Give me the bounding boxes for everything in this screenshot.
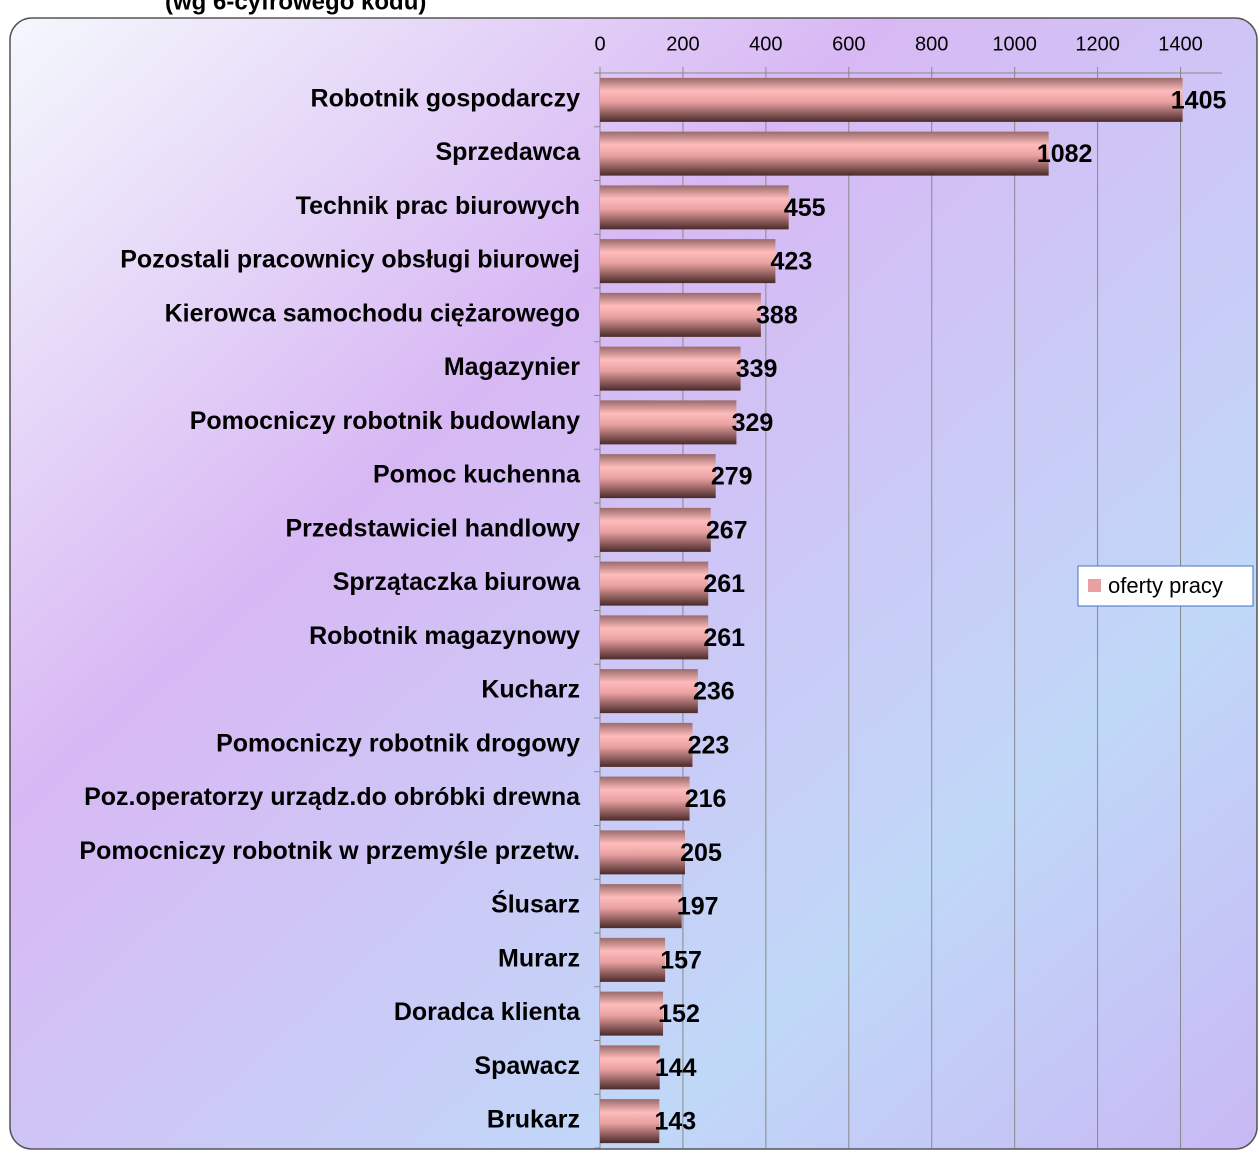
x-tick-label: 1400 (1158, 33, 1203, 55)
bar (600, 884, 682, 929)
bar (600, 346, 741, 391)
bar (600, 937, 666, 982)
chart-title: (wg 6-cyfrowego kodu) (165, 0, 426, 15)
x-tick-label: 200 (666, 33, 699, 55)
bar (600, 991, 664, 1036)
bar (600, 1099, 660, 1144)
legend-label: oferty pracy (1108, 573, 1223, 598)
bar (600, 615, 709, 660)
legend: oferty pracy (1077, 565, 1254, 607)
x-tick-label: 1000 (992, 33, 1037, 55)
x-tick-label: 1200 (1075, 33, 1120, 55)
plot-area: 0 200 400 600 800 1000 1200 1400 Robotnik gospod… (79, 33, 1227, 1149)
category-label: Sprzedawca (435, 138, 581, 166)
category-label: Pomocniczy robotnik drogowy (216, 729, 580, 757)
data-label: 197 (677, 893, 719, 921)
data-label: 1082 (1037, 140, 1093, 168)
data-label: 455 (784, 194, 826, 222)
bar (600, 722, 693, 767)
data-label: 261 (703, 570, 745, 598)
data-label: 223 (688, 731, 730, 759)
bar (600, 400, 737, 445)
bar (600, 454, 716, 499)
data-label: 236 (693, 678, 735, 706)
data-label: 216 (685, 785, 727, 813)
category-label: Sprzątaczka biurowa (333, 568, 581, 596)
data-label: 279 (711, 463, 753, 491)
x-tick-label: 0 (594, 33, 605, 55)
data-label: 339 (736, 355, 778, 383)
category-label: Brukarz (487, 1106, 580, 1134)
x-tick-label: 600 (832, 33, 865, 55)
data-label: 267 (706, 516, 748, 544)
category-label: Technik prac biurowych (296, 192, 580, 220)
category-label: Ślusarz (491, 889, 580, 919)
bar (600, 561, 709, 606)
data-label: 261 (703, 624, 745, 652)
bar (600, 131, 1049, 176)
data-label: 157 (660, 946, 702, 974)
category-label: Murarz (498, 944, 580, 972)
data-label: 205 (680, 839, 722, 867)
category-label: Pozostali pracownicy obsługi biurowej (120, 246, 580, 274)
bar (600, 507, 711, 552)
category-label: Doradca klienta (394, 998, 581, 1026)
category-label: Przedstawiciel handlowy (285, 514, 580, 542)
category-label: Kierowca samochodu ciężarowego (165, 299, 580, 327)
bar (600, 77, 1183, 122)
bar (600, 1045, 660, 1090)
category-label: Pomocniczy robotnik w przemyśle przetw. (79, 837, 580, 865)
bar (600, 292, 761, 337)
data-label: 152 (658, 1000, 700, 1028)
category-label: Pomocniczy robotnik budowlany (190, 407, 580, 435)
category-label: Pomoc kuchenna (373, 461, 581, 489)
bar (600, 776, 690, 821)
category-label: Kucharz (481, 676, 580, 704)
data-label: 1405 (1171, 86, 1227, 114)
bar (600, 185, 789, 230)
data-label: 423 (771, 248, 813, 276)
legend-swatch (1088, 579, 1101, 592)
category-label: Robotnik magazynowy (309, 622, 580, 650)
category-label: Poz.operatorzy urządz.do obróbki drewna (84, 783, 581, 811)
category-label: Robotnik gospodarczy (311, 84, 581, 112)
legend-box (1077, 565, 1254, 607)
data-label: 144 (655, 1054, 697, 1082)
x-tick-label: 800 (915, 33, 948, 55)
data-label: 329 (732, 409, 774, 437)
data-label: 143 (654, 1108, 696, 1136)
bar (600, 830, 686, 875)
category-label: Spawacz (474, 1052, 580, 1080)
bar (600, 239, 776, 284)
bar (600, 669, 698, 714)
x-tick-label: 400 (749, 33, 782, 55)
category-label: Magazynier (444, 353, 580, 381)
data-label: 388 (756, 301, 798, 329)
